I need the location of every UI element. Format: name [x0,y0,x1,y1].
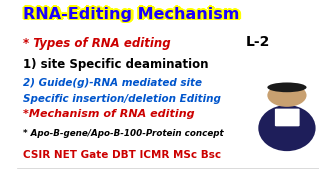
Text: RNA-Editing Mechanism: RNA-Editing Mechanism [22,6,238,21]
Text: RNA-Editing Mechanism: RNA-Editing Mechanism [26,7,242,22]
Text: RNA-Editing Mechanism: RNA-Editing Mechanism [23,5,240,21]
FancyBboxPatch shape [275,109,300,126]
Text: RNA-Editing Mechanism: RNA-Editing Mechanism [25,8,241,23]
Text: 2) Guide(g)-RNA mediated site: 2) Guide(g)-RNA mediated site [23,78,202,88]
Text: 1) site Specific deamination: 1) site Specific deamination [23,58,209,71]
Ellipse shape [267,82,307,92]
Text: *Mechanism of RNA editing: *Mechanism of RNA editing [23,109,195,120]
Ellipse shape [258,105,316,151]
Text: * Types of RNA editing: * Types of RNA editing [23,37,171,50]
Text: Specific insertion/deletion Editing: Specific insertion/deletion Editing [23,94,221,104]
Text: * Apo-B-gene/Apo-B-100-Protein concept: * Apo-B-gene/Apo-B-100-Protein concept [23,129,224,138]
Text: RNA-Editing Mechanism: RNA-Editing Mechanism [22,8,238,23]
Text: RNA-Editing Mechanism: RNA-Editing Mechanism [25,6,241,21]
Text: CSIR NET Gate DBT ICMR MSc Bsc: CSIR NET Gate DBT ICMR MSc Bsc [23,150,221,160]
Circle shape [267,84,307,107]
Text: RNA-Editing Mechanism: RNA-Editing Mechanism [23,8,240,23]
Text: RNA-Editing Mechanism: RNA-Editing Mechanism [23,7,240,22]
Text: RNA-Editing Mechanism: RNA-Editing Mechanism [21,7,238,22]
Text: L-2: L-2 [246,35,271,49]
